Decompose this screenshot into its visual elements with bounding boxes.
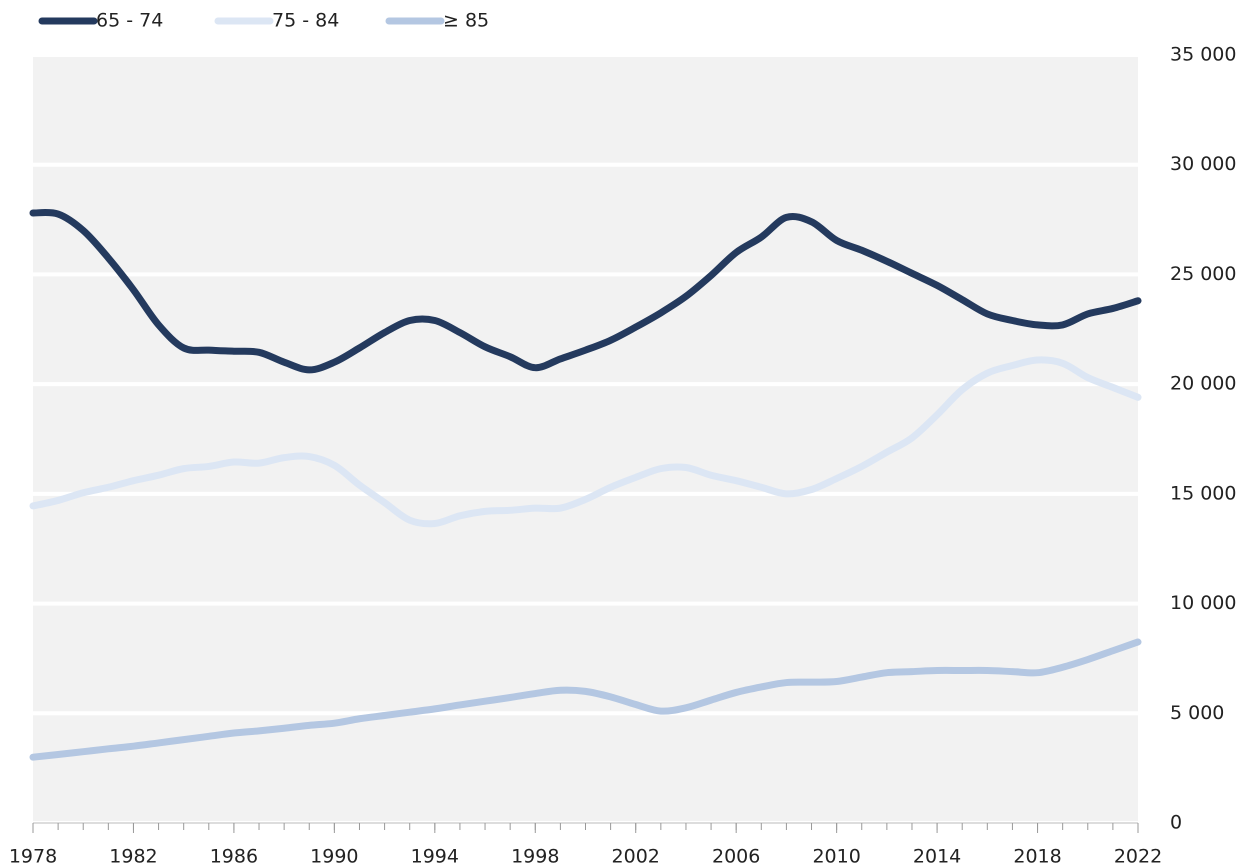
y-tick-label: 15 000	[1170, 482, 1236, 504]
y-tick-label: 5 000	[1170, 702, 1224, 724]
series-line	[29, 209, 1142, 374]
y-tick-label: 30 000	[1170, 153, 1236, 175]
y-tick-label: 10 000	[1170, 592, 1236, 614]
x-tick-label: 2014	[913, 846, 961, 868]
x-tick-label: 2006	[712, 846, 760, 868]
x-tick-label: 1982	[109, 846, 157, 868]
y-tick-label: 20 000	[1170, 373, 1236, 395]
x-tick-label: 2002	[612, 846, 660, 868]
x-tick-label: 2022	[1114, 846, 1162, 868]
y-tick-label: 35 000	[1170, 44, 1236, 66]
legend-label: ≥ 85	[443, 10, 489, 32]
series-line	[29, 638, 1142, 761]
y-tick-label: 0	[1170, 812, 1182, 834]
legend-label: 75 - 84	[272, 10, 339, 32]
plot-area	[33, 55, 1138, 823]
x-tick-label: 2018	[1013, 846, 1061, 868]
x-tick-label: 1998	[511, 846, 559, 868]
x-tick-label: 1994	[411, 846, 459, 868]
x-tick-label: 1986	[210, 846, 258, 868]
x-tick-label: 1990	[310, 846, 358, 868]
x-tick-label: 1978	[9, 846, 57, 868]
series-line	[29, 356, 1142, 528]
y-tick-label: 25 000	[1170, 263, 1236, 285]
x-tick-label: 2010	[812, 846, 860, 868]
legend-label: 65 - 74	[96, 10, 163, 32]
